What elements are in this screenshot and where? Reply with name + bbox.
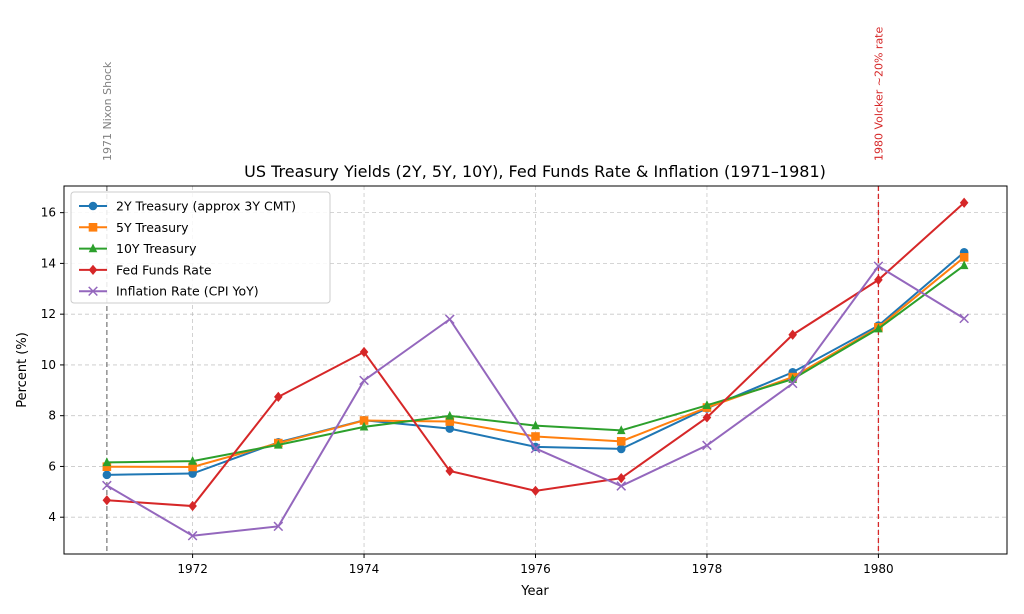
data-point <box>359 346 369 358</box>
data-point <box>445 424 455 433</box>
data-point <box>102 480 112 491</box>
legend-box <box>70 191 331 304</box>
y-axis-label: Percent (%) <box>15 332 30 408</box>
legend: 2Y Treasury (approx 3Y CMT) 5Y Treasury 10… <box>70 191 331 304</box>
data-point <box>187 530 198 541</box>
data-point <box>616 481 627 491</box>
data-point <box>188 500 197 512</box>
data-point <box>874 274 883 286</box>
y-tick-label: 4 <box>48 510 56 524</box>
data-point <box>445 410 455 420</box>
legend-label: 10Y Treasury <box>116 241 197 256</box>
data-point <box>273 521 284 532</box>
data-point <box>359 416 369 425</box>
data-point <box>531 420 540 430</box>
data-point <box>959 260 969 270</box>
data-point <box>102 495 112 506</box>
data-point <box>959 197 969 208</box>
legend-label: 5Y Treasury <box>116 220 189 235</box>
legend-label: Fed Funds Rate <box>116 262 212 277</box>
data-point <box>102 457 112 467</box>
data-point <box>530 443 541 454</box>
series <box>102 197 969 512</box>
data-point <box>531 432 540 441</box>
annotation-labels: 1971 Nixon Shock 1980 Volcker ~20% rate <box>101 27 886 161</box>
data-point <box>873 261 884 272</box>
axis-ticks: 1972 1974 1976 1978 1980 4 6 8 10 12 14 16 <box>41 206 894 576</box>
y-tick-label: 16 <box>41 206 56 220</box>
legend-item: 5Y Treasury <box>79 220 189 235</box>
y-tick-label: 6 <box>48 459 56 473</box>
y-tick-label: 12 <box>41 307 56 321</box>
data-point <box>88 264 98 275</box>
annotation-lines <box>106 186 880 554</box>
data-point <box>102 462 112 471</box>
chart-title: US Treasury Yields (2Y, 5Y, 10Y), Fed Fu… <box>244 162 826 181</box>
data-point <box>188 469 197 478</box>
series <box>102 260 969 467</box>
annotation-label: 1971 Nixon Shock <box>101 61 114 161</box>
data-point <box>274 439 283 449</box>
data-point <box>616 425 626 435</box>
data-point <box>445 465 455 477</box>
data-point <box>959 313 969 324</box>
grid <box>64 186 1007 554</box>
data-point <box>959 253 969 262</box>
data-point <box>88 201 98 211</box>
series <box>102 261 969 541</box>
data-point <box>531 485 540 496</box>
data-point <box>616 473 626 484</box>
x-axis-label: Year <box>520 584 549 599</box>
legend-item: Inflation Rate (CPI YoY) <box>79 284 259 299</box>
x-tick-label: 1980 <box>863 562 894 576</box>
legend-item: 10Y Treasury <box>79 241 197 256</box>
y-tick-label: 10 <box>41 358 56 372</box>
data-point <box>787 378 798 389</box>
data-point <box>274 391 283 403</box>
data-point <box>188 456 197 465</box>
data-point <box>359 421 369 431</box>
data-point <box>788 329 797 340</box>
x-tick-label: 1978 <box>692 562 723 576</box>
data-point <box>702 412 712 423</box>
annotation-label: 1980 Volcker ~20% rate <box>872 27 885 161</box>
legend-label: 2Y Treasury (approx 3Y CMT) <box>116 199 296 214</box>
y-tick-label: 8 <box>48 409 56 423</box>
legend-item: 2Y Treasury (approx 3Y CMT) <box>79 199 296 214</box>
data-point <box>88 286 98 297</box>
data-point <box>359 375 369 386</box>
data-point <box>702 400 712 409</box>
data-point <box>188 462 197 472</box>
legend-item: Fed Funds Rate <box>79 262 212 277</box>
data-point <box>444 314 455 325</box>
x-tick-label: 1972 <box>177 562 208 576</box>
legend-label: Inflation Rate (CPI YoY) <box>116 284 259 299</box>
x-tick-label: 1974 <box>349 562 380 576</box>
data-point <box>445 417 455 426</box>
series-group <box>102 197 969 541</box>
data-point <box>874 323 883 333</box>
data-point <box>88 223 98 232</box>
x-tick-label: 1976 <box>520 562 551 576</box>
y-tick-label: 14 <box>41 256 56 270</box>
data-point <box>702 440 712 451</box>
data-point <box>616 437 626 446</box>
data-point <box>616 444 626 454</box>
data-point <box>88 243 98 253</box>
data-point <box>102 470 112 480</box>
